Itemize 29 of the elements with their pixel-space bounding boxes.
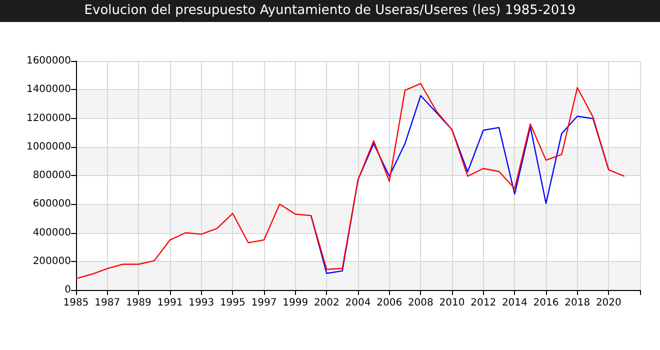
x-tick-label: 2002 <box>314 298 340 308</box>
x-tick-label: 1991 <box>157 298 183 308</box>
y-tick-label: 0 <box>64 284 71 296</box>
y-tick-label: 800000 <box>32 170 71 181</box>
y-tick-label: 1400000 <box>26 84 71 96</box>
x-tick-label: 1985 <box>63 298 89 308</box>
x-tick-label: 2020 <box>596 298 622 308</box>
x-tick-label: 2018 <box>564 298 590 308</box>
y-tick-label: 1000000 <box>26 141 71 152</box>
x-tick-label: 1995 <box>220 298 246 308</box>
x-tick-label: 2010 <box>439 298 465 308</box>
y-tick-label: 600000 <box>32 198 71 210</box>
x-tick-label: 2006 <box>376 298 402 308</box>
x-tick-label: 2016 <box>533 298 559 308</box>
y-tick-label: 200000 <box>32 256 71 267</box>
x-tick-label: 1993 <box>188 298 214 308</box>
x-tick-label: 2008 <box>408 298 434 308</box>
x-tick-label: 2004 <box>345 298 371 308</box>
y-tick-label: 1200000 <box>26 112 71 124</box>
y-tick-label: 400000 <box>32 227 71 238</box>
x-tick-label: 1989 <box>126 298 152 308</box>
x-tick-label: 1997 <box>251 298 277 308</box>
x-tick-label: 2012 <box>470 298 496 308</box>
x-tick-label: 1987 <box>94 298 120 308</box>
chart-title: Evolucion del presupuesto Ayuntamiento de Useras/Useres (les) 1985-2019 <box>0 0 660 22</box>
line-series <box>75 83 625 280</box>
x-tick-label: 1999 <box>282 298 308 308</box>
x-tick-label: 2014 <box>502 298 528 308</box>
y-tick-label: 1600000 <box>26 56 71 66</box>
